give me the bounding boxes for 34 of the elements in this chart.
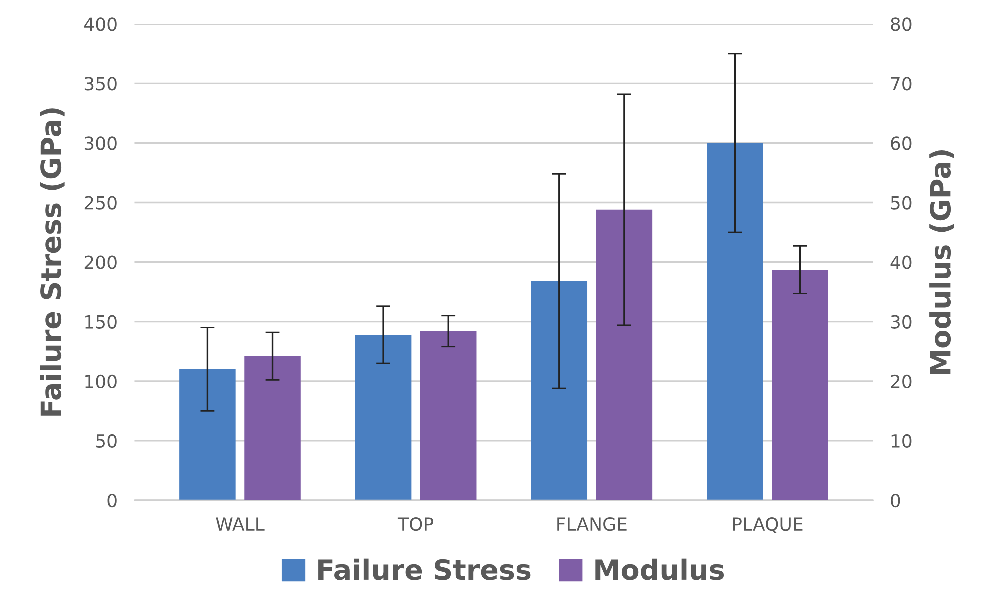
y2-tick-label: 30 (891, 315, 912, 329)
y2-tick-label: 40 (890, 256, 912, 270)
y-tick-label: 0 (108, 494, 117, 508)
bar (420, 331, 477, 500)
y-tick-label: 350 (84, 77, 117, 91)
x-tick-label: PLAQUE (733, 517, 803, 534)
bar (244, 356, 301, 500)
y-axis-title: Failure Stress (GPa) (40, 108, 65, 416)
bar (180, 369, 236, 500)
y2-tick-label: 60 (891, 136, 912, 150)
y2-tick-label: 70 (891, 77, 912, 91)
legend-label: Modulus (596, 558, 724, 580)
y2-axis-title: Modulus (GPa) (930, 150, 954, 374)
y-tick-label: 100 (86, 374, 117, 389)
bar (355, 334, 412, 500)
y-tick-label: 50 (96, 434, 117, 448)
x-tick-label: WALL (216, 518, 265, 531)
y2-tick-label: 50 (891, 196, 912, 210)
x-tick-label: FLANGE (558, 517, 627, 532)
bar (707, 143, 764, 500)
y-tick-label: 300 (84, 136, 117, 150)
y-tick-label: 400 (84, 18, 117, 32)
y2-tick-label: 20 (891, 374, 912, 389)
bar (772, 270, 828, 500)
legend-label: Failure Stress (318, 558, 531, 580)
y-tick-label: 250 (84, 196, 117, 210)
y2-tick-label: 10 (892, 434, 912, 448)
x-tick-label: TOP (398, 517, 434, 532)
y2-tick-label: 0 (891, 494, 900, 508)
bar (531, 281, 588, 500)
y-tick-label: 200 (84, 256, 117, 270)
y2-tick-label: 80 (891, 18, 912, 32)
bar (596, 210, 653, 500)
y-tick-label: 150 (86, 315, 117, 329)
